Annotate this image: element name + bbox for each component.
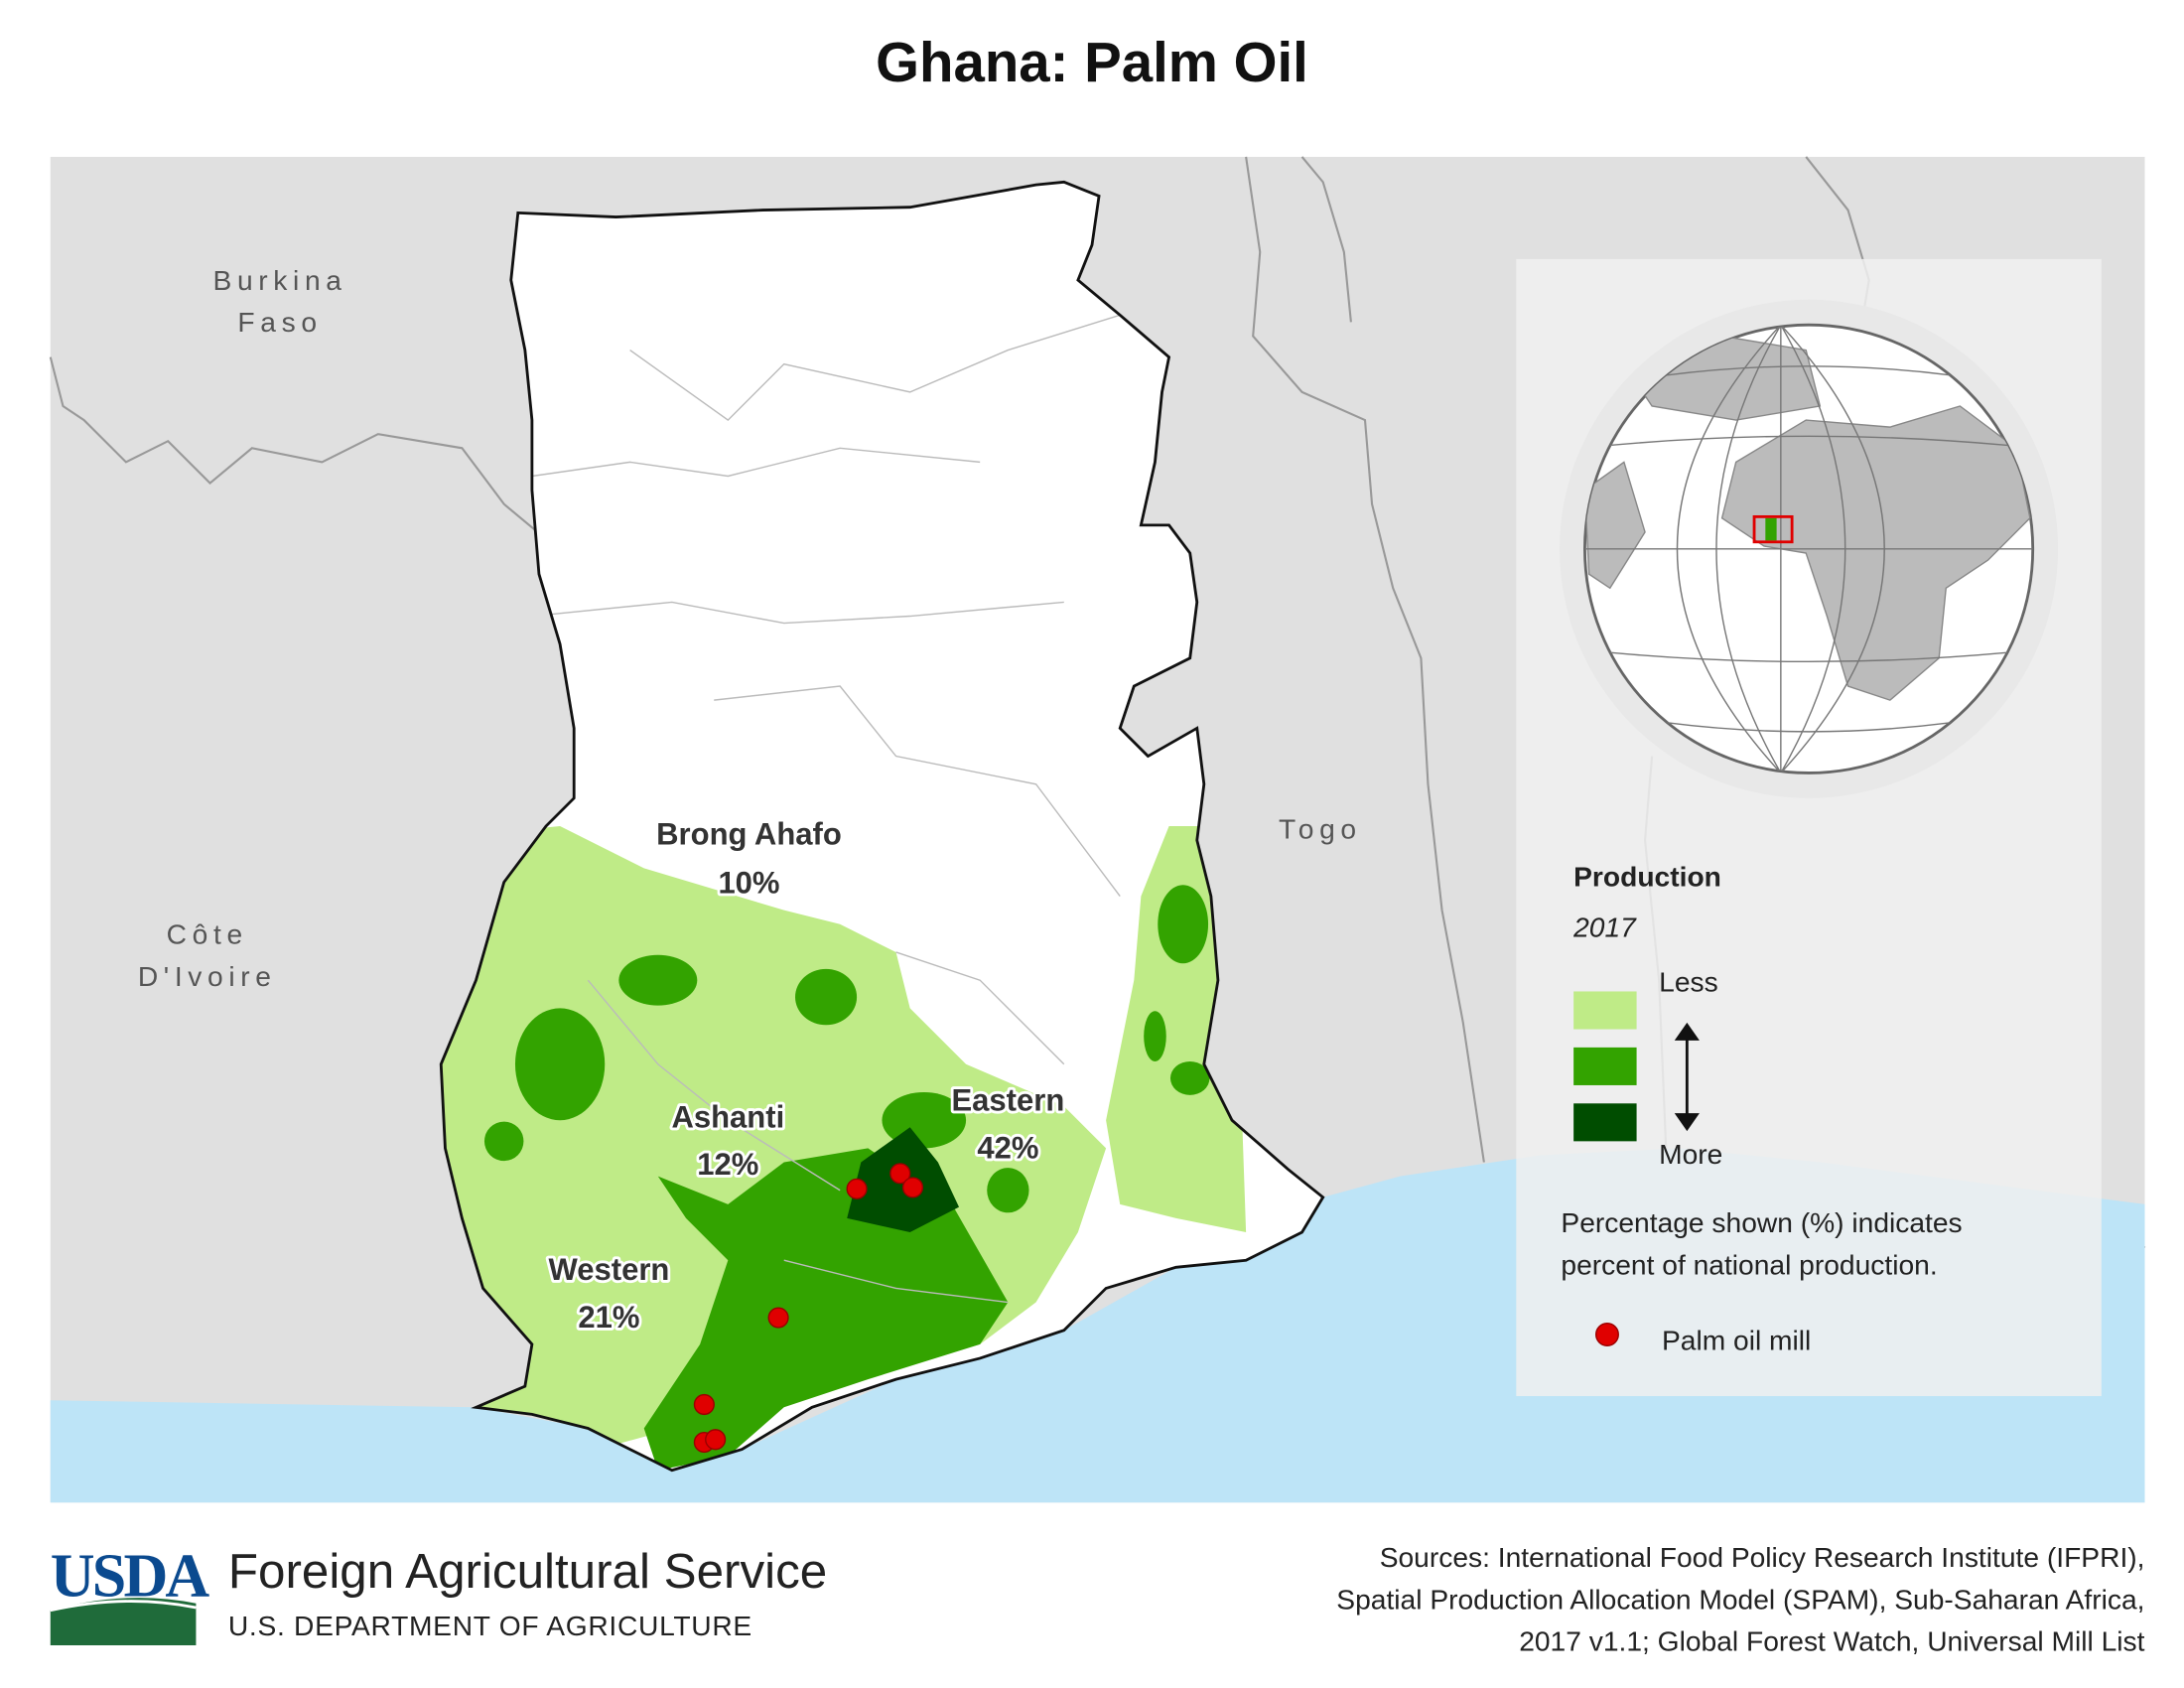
title: Ghana: Palm Oil [876,31,1308,93]
sources: 2017 v1.1; Global Forest Watch, Universa… [1519,1625,2144,1657]
legend-note: percent of national production. [1561,1248,1937,1280]
region-share: 10% [718,866,779,901]
legend-swatch [1573,991,1637,1030]
mills [693,1163,924,1454]
sources: Spatial Production Allocation Model (SPA… [1336,1583,2144,1615]
production-medium [1144,1011,1166,1061]
map-detail [1245,156,1485,1163]
globe [1560,299,2059,798]
map-detail [531,314,1121,478]
globe-land [1584,461,1646,590]
sources: Sources: International Food Policy Resea… [1380,1541,2145,1573]
legend-swatch [1573,1103,1637,1142]
production-less [1106,826,1247,1233]
legend-swatch [1573,1047,1637,1085]
production-medium [987,1168,1029,1213]
mill [889,1163,911,1185]
production-medium [1158,885,1209,964]
region-name: Ashanti [671,1099,784,1134]
production-medium [795,968,858,1026]
region-name: Western [549,1252,670,1287]
globe-extent [1752,514,1794,544]
legend-mill-symbol [1594,1322,1619,1346]
production-medium [514,1008,606,1121]
region-share: 21% [578,1300,639,1335]
production-areas [441,314,1247,1471]
country-label: Faso [237,306,322,338]
region-name: Eastern [951,1082,1064,1117]
ghana-border [439,180,1325,1473]
mill [705,1429,727,1451]
production-medium [643,1148,1009,1471]
logo-swoosh [50,1598,197,1646]
map-detail [50,1600,197,1613]
map-detail [1300,156,1352,323]
legend-title: Production [1573,861,1721,893]
production-medium [1169,1060,1210,1095]
region-share: 12% [697,1147,758,1182]
legend-more: More [1659,1138,1722,1170]
mill [693,1393,715,1416]
country-label: Côte [167,918,248,950]
graticule [1584,325,2033,774]
mill [901,1177,924,1198]
globe-ghana [1765,517,1777,541]
usda-logo: USDA [50,1543,212,1646]
legend-year: 2017 [1572,911,1637,942]
agency: Foreign Agricultural Service [228,1544,827,1599]
map-detail [49,356,547,540]
department: U.S. DEPARTMENT OF AGRICULTURE [228,1610,752,1641]
region-share: 42% [977,1130,1038,1165]
production-medium [483,1121,524,1162]
country-label: Togo [1279,813,1362,845]
map-detail [1674,1113,1700,1132]
mill [846,1178,868,1199]
map-detail [1609,365,2008,733]
legend-note: Percentage shown (%) indicates [1561,1206,1962,1238]
production-medium [618,954,698,1006]
region-name: Brong Ahafo [656,816,842,851]
country-label: D'Ivoire [138,960,277,992]
legend-less: Less [1659,965,1718,997]
mill [767,1307,789,1329]
map-detail [1674,1022,1700,1041]
country-label: Burkina [213,264,347,296]
legend-mill: Palm oil mill [1662,1324,1811,1355]
legend-arrow [1674,1022,1700,1132]
map-detail [1676,325,1885,774]
map-detail [531,601,1121,1304]
